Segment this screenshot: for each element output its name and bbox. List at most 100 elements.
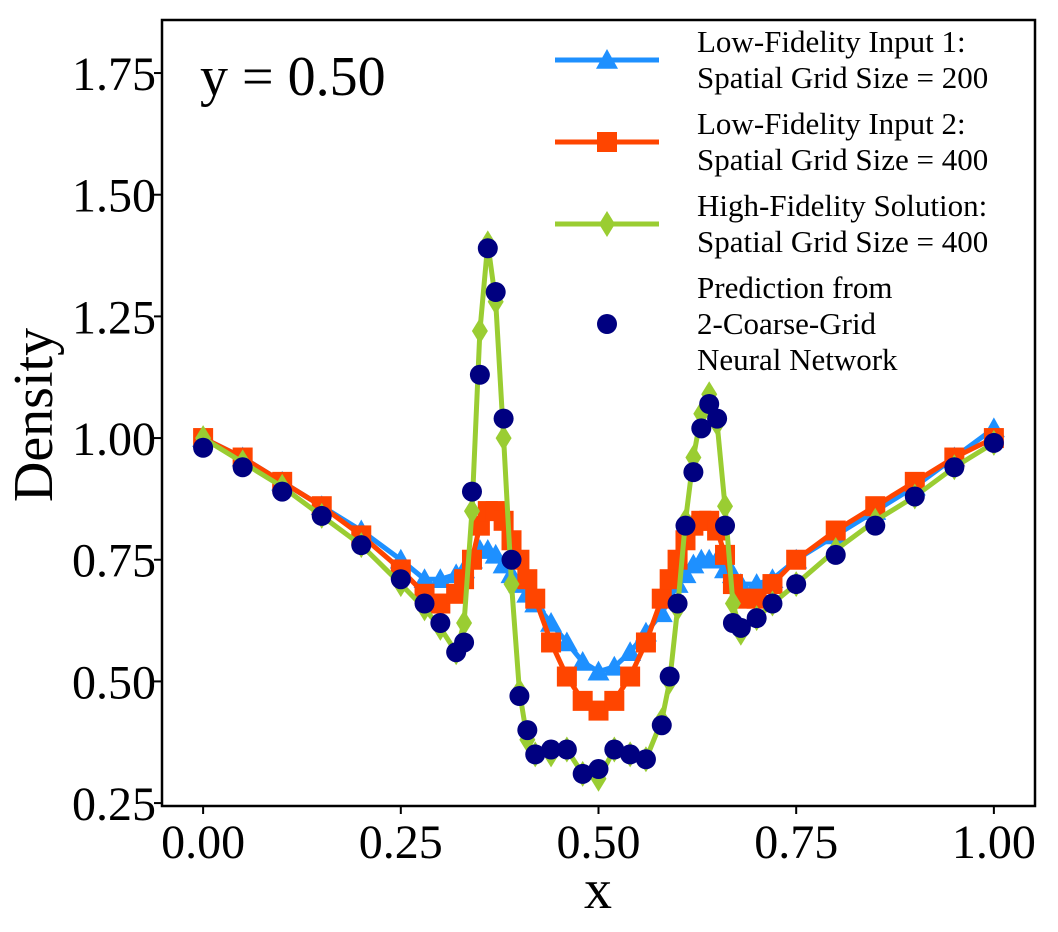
marker <box>604 690 625 711</box>
marker <box>390 569 411 590</box>
y-tick-label: 0.25 <box>72 778 156 831</box>
marker <box>597 132 617 152</box>
marker <box>509 686 530 707</box>
legend-swatch <box>597 314 617 334</box>
marker <box>825 520 846 541</box>
marker <box>517 569 538 590</box>
legend-entry: Low-Fidelity Input 2: Spatial Grid Size … <box>552 106 988 178</box>
y-tick-label: 1.50 <box>72 170 156 223</box>
marker <box>517 720 538 741</box>
marker <box>604 739 625 760</box>
marker <box>746 588 767 609</box>
marker <box>556 739 577 760</box>
marker <box>571 650 594 671</box>
legend-entry: Low-Fidelity Input 1: Spatial Grid Size … <box>552 24 988 96</box>
marker <box>588 759 609 780</box>
marker <box>603 655 626 676</box>
marker <box>232 457 253 478</box>
marker <box>461 481 482 502</box>
marker <box>311 505 332 526</box>
marker <box>461 549 482 570</box>
marker <box>983 432 1004 453</box>
marker <box>572 690 593 711</box>
marker <box>541 632 562 653</box>
marker <box>555 631 578 652</box>
marker <box>456 610 473 637</box>
marker <box>193 437 214 458</box>
marker <box>351 535 372 556</box>
marker <box>635 632 656 653</box>
x-tick-label: 0.50 <box>557 816 641 869</box>
y-tick-label: 1.75 <box>72 48 156 101</box>
marker <box>707 408 728 429</box>
x-axis-label: x <box>584 859 612 921</box>
marker <box>503 571 520 598</box>
marker <box>715 515 736 536</box>
marker <box>599 211 615 237</box>
marker <box>717 493 734 520</box>
marker <box>865 496 886 517</box>
legend-label: High-Fidelity Solution: Spatial Grid Siz… <box>697 188 989 259</box>
marker <box>786 549 807 570</box>
marker <box>493 408 514 429</box>
marker <box>541 739 562 760</box>
marker <box>904 471 925 492</box>
marker <box>619 641 642 662</box>
x-tick-label: 0.75 <box>754 816 838 869</box>
marker <box>635 749 656 770</box>
y-tick-label: 0.50 <box>72 656 156 709</box>
marker <box>944 457 965 478</box>
marker <box>620 744 641 765</box>
x-tick-label: 0.25 <box>359 816 443 869</box>
series-line <box>202 426 996 675</box>
marker <box>699 393 720 414</box>
marker <box>477 238 498 259</box>
marker <box>501 549 522 570</box>
marker <box>525 588 546 609</box>
marker <box>572 763 593 784</box>
legend-entry: Prediction from 2-Coarse-Grid Neural Net… <box>552 270 988 378</box>
legend-entry: High-Fidelity Solution: Spatial Grid Siz… <box>552 188 988 260</box>
legend-swatch <box>555 49 659 69</box>
marker <box>675 515 696 536</box>
marker <box>413 568 436 589</box>
marker <box>471 317 488 344</box>
legend-swatch <box>555 132 659 152</box>
x-tick-label: 0.00 <box>161 816 245 869</box>
marker <box>469 364 490 385</box>
legend-label: Low-Fidelity Input 2: Spatial Grid Size … <box>697 106 989 177</box>
marker <box>762 574 783 595</box>
marker <box>485 282 506 303</box>
y-axis-label: Density <box>3 328 65 502</box>
marker <box>414 593 435 614</box>
marker <box>588 700 609 721</box>
legend-label: Prediction from 2-Coarse-Grid Neural Net… <box>697 270 898 377</box>
marker <box>724 590 741 617</box>
marker <box>272 481 293 502</box>
marker <box>430 613 451 634</box>
legend-swatch <box>555 211 659 237</box>
x-tick-label: 1.00 <box>952 816 1036 869</box>
y-tick-label: 0.75 <box>72 535 156 588</box>
marker <box>730 617 751 638</box>
marker <box>659 569 680 590</box>
marker <box>659 666 680 687</box>
y-tick-label: 1.00 <box>72 413 156 466</box>
marker <box>596 49 618 69</box>
marker <box>762 593 783 614</box>
marker <box>691 418 712 439</box>
marker <box>651 715 672 736</box>
y-tick-label: 1.25 <box>72 291 156 344</box>
marker <box>904 486 925 507</box>
marker <box>454 632 475 653</box>
marker <box>651 588 672 609</box>
marker <box>495 425 512 452</box>
marker <box>746 608 767 629</box>
marker <box>430 593 451 614</box>
marker <box>667 593 688 614</box>
marker <box>620 666 641 687</box>
marker <box>454 569 475 590</box>
marker <box>463 498 480 525</box>
